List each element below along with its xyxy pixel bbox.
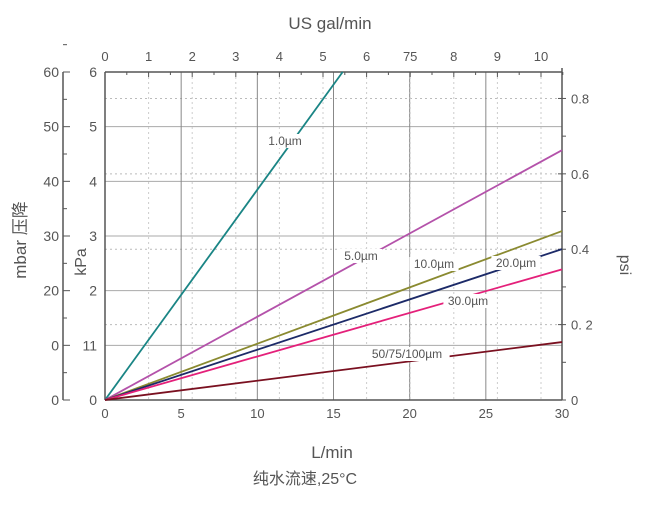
x-tick-label: 5 (178, 406, 185, 421)
kpa-tick-label: 4 (89, 173, 97, 189)
x-top-tick-label: 2 (189, 49, 196, 64)
kpa-axis-title: kPa (73, 248, 90, 276)
series-label: 1.0µm (268, 134, 302, 148)
kpa-tick-label: 3 (89, 228, 97, 244)
x-top-tick-label: 1 (145, 49, 152, 64)
series-label-bg (443, 294, 493, 308)
kpa-tick-label: 6 (89, 64, 97, 80)
x-top-tick-label: 9 (494, 49, 501, 64)
x-tick-label: 15 (326, 406, 340, 421)
series-label: 5.0µm (344, 249, 378, 263)
series-label-bg (364, 347, 450, 361)
kpa-tick-label: 2 (89, 283, 97, 299)
x-top-tick-label: 6 (363, 49, 370, 64)
series-line-4 (104, 248, 563, 401)
kpa-tick-label: 5 (89, 119, 97, 135)
mbar-tick-label: 0 (51, 337, 59, 353)
series-label: 50/75/100µm (372, 347, 442, 361)
x-tick-label: 30 (555, 406, 569, 421)
psi-axis-title: psi (616, 255, 633, 275)
mbar-tick-label: 50 (43, 119, 59, 135)
series-label-bg (340, 249, 382, 263)
mbar-axis-title: mbar 压降 (11, 201, 30, 278)
x-axis-subtitle: 纯水流速,25°C (253, 470, 357, 488)
series-label: 10.0µm (414, 257, 454, 271)
x-top-axis-title: US gal/min (288, 14, 371, 33)
x-top-tick-label: 5 (319, 49, 326, 64)
series-label-bg (264, 134, 306, 148)
series-line-2 (104, 149, 563, 401)
mbar-tick-label: 60 (43, 64, 59, 80)
series-label: 20.0µm (496, 256, 536, 270)
x-top-tick-label: 10 (534, 49, 548, 64)
x-top-tick-label: 4 (276, 49, 283, 64)
x-axis-title: L/min (311, 443, 353, 462)
psi-tick-label: 0.4 (571, 242, 589, 257)
mbar-tick-label: 30 (43, 228, 59, 244)
x-top-tick-label: 75 (403, 49, 417, 64)
series-line-5 (104, 268, 563, 401)
series-label-bg (491, 256, 541, 270)
kpa-tick-label: 11 (82, 337, 97, 353)
psi-tick-label: 0 (571, 393, 578, 408)
series-line-6 (104, 341, 563, 401)
x-tick-label: 10 (250, 406, 264, 421)
psi-tick-label: 0. 2 (571, 318, 593, 333)
grid (105, 72, 562, 400)
psi-tick-label: 0.6 (571, 167, 589, 182)
series-label-bg (409, 257, 459, 271)
mbar-tick-label: 40 (43, 173, 59, 189)
x-top-tick-label: 0 (101, 49, 108, 64)
x-top-tick-label: 8 (450, 49, 457, 64)
x-tick-label: 20 (402, 406, 416, 421)
mbar-tick-label: 20 (43, 283, 59, 299)
series-label: 30.0µm (448, 294, 488, 308)
psi-tick-label: 0.8 (571, 91, 589, 106)
x-tick-label: 25 (479, 406, 493, 421)
x-top-tick-label: 3 (232, 49, 239, 64)
series-line-3 (104, 230, 563, 401)
kpa-tick-label: 0 (89, 392, 97, 408)
series-lines (104, 71, 563, 401)
x-tick-label: 0 (101, 406, 108, 421)
series-labels: 1.0µm 5.0µm 10.0µm 20.0µm 30.0µm 50/75/100µm (264, 134, 541, 361)
axes: 0 5 10 15 20 25 300 1 2 3 4 5 6 75 8 9 10011234560020304… (43, 44, 593, 421)
series-line-1 (104, 71, 344, 401)
mbar-tick-label: 0 (51, 392, 59, 408)
